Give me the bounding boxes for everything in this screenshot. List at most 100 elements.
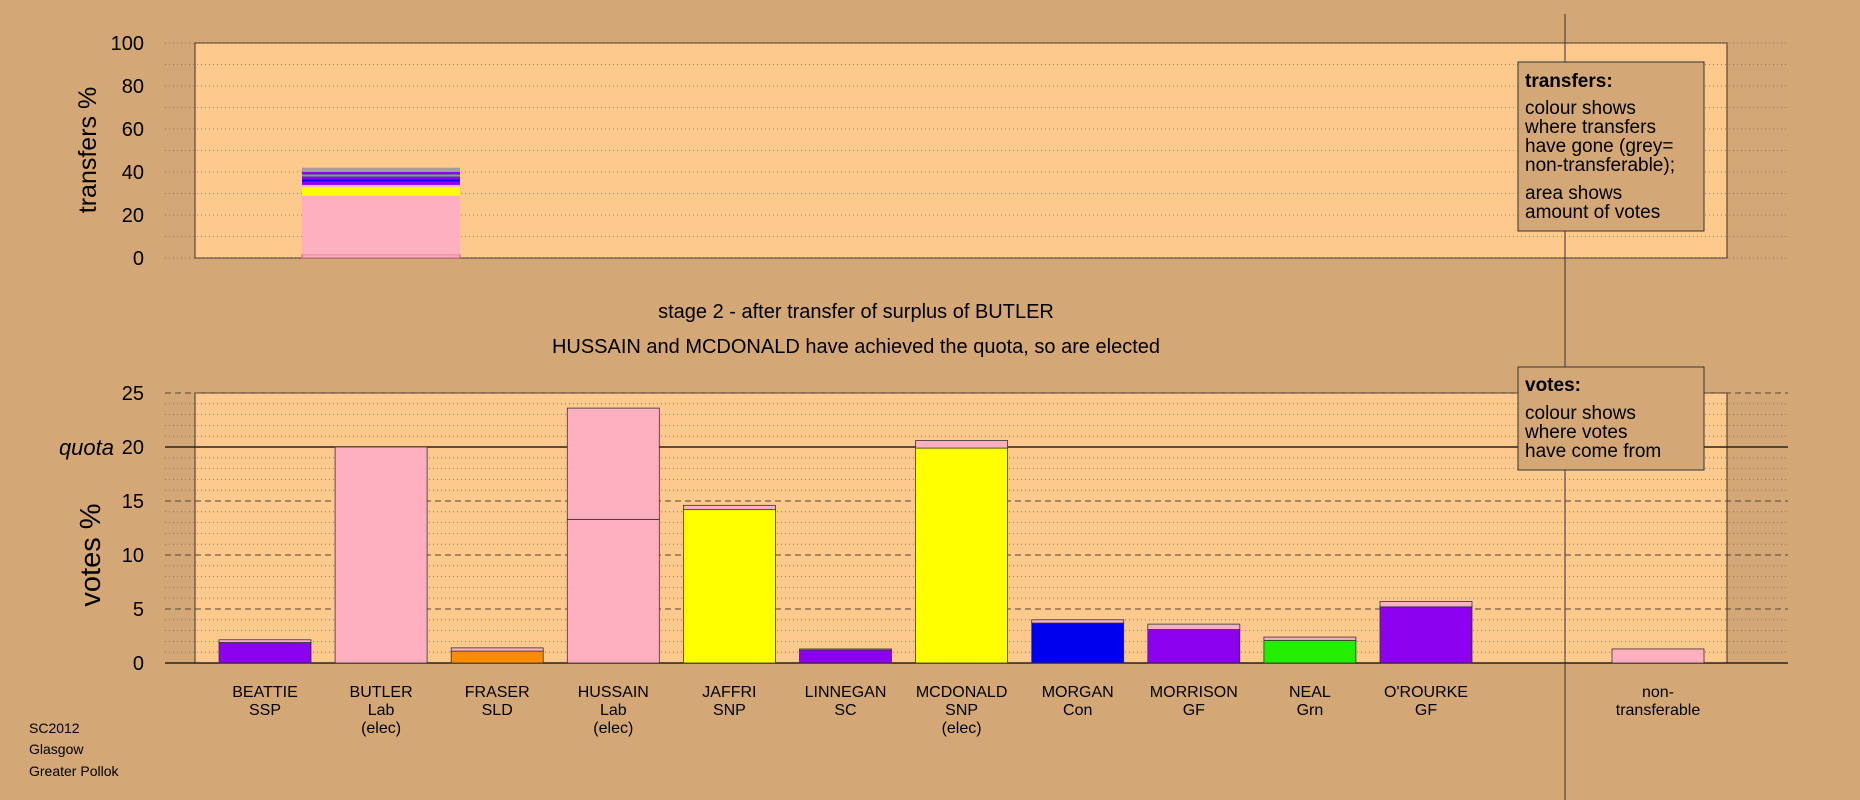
vote-bar-segment	[683, 504, 776, 511]
vote-bar-segment	[1147, 629, 1241, 664]
y-tick-label: 0	[133, 653, 144, 675]
transfers-legend-line: amount of votes	[1525, 202, 1660, 223]
candidate-label: (elec)	[361, 720, 401, 737]
candidate-label: BEATTIE	[232, 684, 298, 701]
quota-label: quota	[59, 435, 114, 460]
transfer-bar-segment	[302, 172, 460, 175]
candidate-label: MORGAN	[1042, 684, 1114, 701]
transfers-legend-line: where transfers	[1524, 117, 1656, 138]
candidate-label: SNP	[945, 702, 978, 719]
transfer-bar-segment	[302, 187, 460, 196]
footer-line: Greater Pollok	[29, 763, 119, 779]
candidate-label: HUSSAIN	[578, 684, 649, 701]
footer-line: SC2012	[29, 720, 80, 736]
candidate-label: (elec)	[942, 720, 982, 737]
transfer-bar-segment	[302, 179, 460, 182]
vote-bar-segment	[799, 648, 892, 651]
candidate-label: SC	[834, 702, 856, 719]
vote-bar-segment	[566, 518, 660, 664]
votes-legend-title: votes:	[1525, 375, 1581, 396]
candidate-label: MCDONALD	[916, 684, 1008, 701]
y-tick-label: 10	[122, 545, 144, 567]
candidate-label: non-	[1642, 684, 1674, 701]
vote-bar-segment	[1611, 648, 1705, 664]
y-tick-label: 5	[133, 599, 144, 621]
candidate-label: NEAL	[1289, 684, 1331, 701]
candidate-label: O'ROURKE	[1384, 684, 1468, 701]
transfers-legend-line: area shows	[1525, 183, 1622, 204]
vote-bar-segment	[450, 650, 544, 664]
candidate-label: (elec)	[593, 720, 633, 737]
transfers-legend: transfers: colour shows where transfers …	[1517, 61, 1705, 232]
transfers-y-ticks: 0 20 40 60 80 100	[111, 33, 144, 270]
candidate-label: JAFFRI	[702, 684, 756, 701]
vote-bar-segment	[218, 642, 312, 664]
candidate-label: SSP	[249, 702, 281, 719]
transfers-legend-line: colour shows	[1525, 98, 1636, 119]
candidate-label: LINNEGAN	[805, 684, 887, 701]
transfers-legend-line: non-transferable);	[1525, 155, 1675, 176]
candidate-label: GF	[1415, 702, 1437, 719]
transfers-bars	[301, 167, 461, 259]
transfer-bar-segment	[301, 254, 461, 259]
vote-bar-segment	[1379, 601, 1473, 608]
candidate-labels: BEATTIESSPBUTLERLab(elec)FRASERSLDHUSSAI…	[232, 684, 1700, 737]
votes-legend-line: where votes	[1524, 422, 1627, 443]
votes-legend-box	[1517, 366, 1705, 471]
votes-bars	[218, 407, 1705, 664]
votes-legend: votes: colour shows where votes have com…	[1517, 366, 1705, 471]
candidate-label: SLD	[482, 702, 513, 719]
chart-subtitle: HUSSAIN and MCDONALD have achieved the q…	[552, 336, 1160, 358]
vote-bar-segment	[915, 447, 1008, 664]
votes-y-axis-label: votes %	[75, 503, 107, 606]
vote-bar-segment	[1263, 636, 1357, 641]
y-tick-label: 0	[133, 248, 144, 270]
vote-bar-segment	[683, 509, 776, 664]
candidate-label: Con	[1063, 702, 1092, 719]
votes-legend-line: have come from	[1525, 441, 1661, 462]
candidate-label: Grn	[1297, 702, 1324, 719]
footer-line: Glasgow	[29, 741, 84, 757]
transfers-y-axis-label: transfers %	[74, 87, 102, 213]
y-tick-label: 100	[111, 33, 144, 55]
chart-title: stage 2 - after transfer of surplus of B…	[658, 301, 1054, 323]
vote-bar-segment	[218, 639, 312, 643]
candidate-label: Lab	[368, 702, 395, 719]
vote-bar-segment	[1031, 619, 1125, 624]
transfers-legend-title: transfers:	[1525, 71, 1613, 92]
y-tick-label: 15	[122, 491, 144, 513]
candidate-label: SNP	[713, 702, 746, 719]
y-tick-label: 60	[122, 119, 144, 141]
votes-legend-line: colour shows	[1525, 403, 1636, 424]
transfers-legend-box	[1517, 61, 1705, 232]
vote-bar-segment	[799, 649, 892, 664]
y-tick-label: 20	[122, 205, 144, 227]
vote-bar-segment	[1263, 639, 1357, 664]
transfer-bar-segment	[302, 181, 460, 185]
candidate-label: Lab	[600, 702, 627, 719]
transfers-legend-line: have gone (grey=	[1525, 136, 1673, 157]
y-tick-label: 25	[122, 383, 144, 405]
candidate-label: MORRISON	[1150, 684, 1238, 701]
candidate-label: BUTLER	[350, 684, 413, 701]
vote-bar-segment	[334, 446, 428, 664]
transfer-bar-segment	[302, 167, 460, 172]
votes-y-ticks: 0 5 10 15 20 25 quota	[59, 383, 144, 675]
y-tick-label: 40	[122, 162, 144, 184]
vote-bar-segment	[450, 647, 544, 652]
vote-bar-segment	[1379, 606, 1473, 664]
vote-bar-segment	[1147, 623, 1241, 630]
transfer-bar-segment	[302, 184, 460, 188]
candidate-label: transferable	[1616, 702, 1701, 719]
candidate-label: GF	[1183, 702, 1205, 719]
transfer-bar-segment	[302, 176, 460, 180]
y-tick-label: 80	[122, 76, 144, 98]
transfer-bar-segment	[302, 174, 460, 177]
vote-bar-segment	[1031, 622, 1125, 664]
y-tick-label: 20	[122, 437, 144, 459]
transfer-bar-segment	[302, 195, 460, 255]
candidate-label: FRASER	[465, 684, 530, 701]
vote-bar-segment	[915, 440, 1008, 449]
